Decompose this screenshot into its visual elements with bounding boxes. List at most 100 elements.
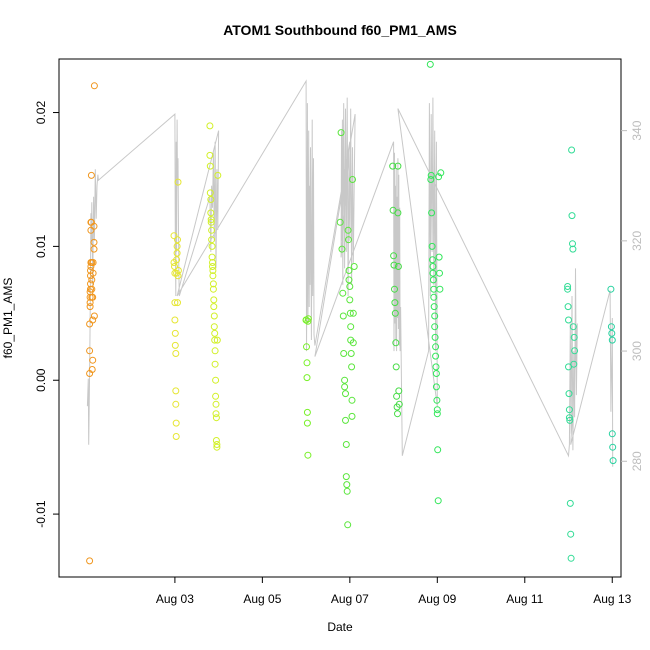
data-point [346, 296, 354, 304]
data-point [394, 162, 402, 170]
data-point [212, 400, 220, 408]
data-point [347, 323, 355, 331]
data-point [394, 410, 401, 418]
data-point [174, 272, 182, 280]
data-point [340, 350, 348, 357]
y-tick-label: 0.01 [34, 234, 48, 258]
data-point [210, 323, 218, 331]
data-point [88, 366, 96, 373]
data-point [89, 316, 97, 324]
y-tick-label: 0.02 [34, 101, 48, 125]
data-point [570, 333, 578, 341]
data-point [431, 312, 439, 320]
data-point [391, 299, 399, 307]
data-point [609, 443, 617, 451]
data-point [210, 312, 218, 320]
data-point [211, 329, 219, 337]
data-point [89, 293, 97, 301]
data-point [86, 303, 94, 311]
data-point [433, 396, 441, 404]
data-point [89, 269, 97, 277]
data-point [429, 269, 437, 277]
data-point [86, 347, 94, 355]
data-point [303, 359, 311, 367]
data-point [389, 162, 397, 170]
data-point [343, 481, 351, 489]
data-point [345, 276, 353, 284]
points-layer [86, 60, 617, 565]
data-point [568, 212, 576, 220]
data-point [171, 263, 178, 270]
x-axis: Aug 03 Aug 05 Aug 07 Aug 09 Aug 11 Aug 13 [156, 577, 632, 606]
data-point [174, 178, 182, 186]
data-point [434, 446, 442, 454]
data-point [432, 343, 440, 351]
data-point [348, 412, 356, 420]
data-point [174, 299, 181, 307]
x-tick-label: Aug 13 [593, 592, 631, 606]
data-point [172, 400, 180, 408]
x-tick-label: Aug 07 [331, 592, 369, 606]
data-point [342, 441, 350, 448]
data-point [390, 252, 398, 260]
data-point [89, 259, 97, 266]
right-y-tick-label: 340 [630, 120, 644, 140]
data-point [392, 363, 400, 371]
data-point [304, 317, 312, 325]
data-point [304, 315, 312, 323]
data-point [431, 323, 439, 331]
data-point [433, 406, 441, 414]
data-point [435, 173, 443, 181]
data-point [170, 232, 178, 240]
data-point [390, 261, 398, 269]
data-point [212, 414, 220, 422]
data-point [428, 209, 436, 217]
data-point [208, 236, 216, 244]
data-point [348, 363, 356, 371]
data-point [609, 457, 617, 465]
data-point [568, 146, 576, 154]
data-point [564, 303, 572, 311]
data-point [90, 245, 98, 253]
data-point [339, 289, 347, 297]
data-point [174, 267, 182, 274]
data-point [341, 383, 349, 391]
right-axis-line-layer [86, 79, 614, 467]
data-point [608, 336, 616, 344]
data-point [569, 245, 577, 253]
data-point [429, 276, 437, 284]
data-point [608, 329, 616, 337]
data-point [212, 392, 220, 400]
data-point [87, 263, 95, 270]
data-point [207, 216, 215, 224]
x-tick-label: Aug 03 [156, 592, 194, 606]
y-axis: -0.01 0.00 0.01 0.02 [34, 101, 59, 528]
data-point [171, 329, 179, 337]
data-point [394, 263, 402, 270]
data-point [395, 387, 403, 395]
data-point [86, 557, 94, 565]
data-point [564, 283, 572, 290]
data-point [348, 396, 356, 404]
data-point [567, 530, 575, 538]
data-point [431, 333, 439, 341]
data-point [210, 296, 218, 304]
data-point [88, 276, 96, 284]
data-point [337, 129, 345, 137]
data-point [607, 285, 615, 293]
data-point [90, 222, 98, 230]
data-point [395, 400, 403, 408]
data-point [566, 499, 574, 507]
data-point [87, 171, 95, 179]
data-point [565, 414, 573, 422]
data-point [347, 350, 355, 357]
data-point [430, 303, 438, 311]
data-point [435, 253, 443, 261]
data-point [349, 339, 357, 347]
data-point [338, 245, 346, 253]
data-point [565, 316, 572, 324]
data-point [208, 226, 216, 234]
data-point [212, 437, 220, 444]
data-point [88, 285, 96, 293]
plot-frame [58, 58, 622, 578]
